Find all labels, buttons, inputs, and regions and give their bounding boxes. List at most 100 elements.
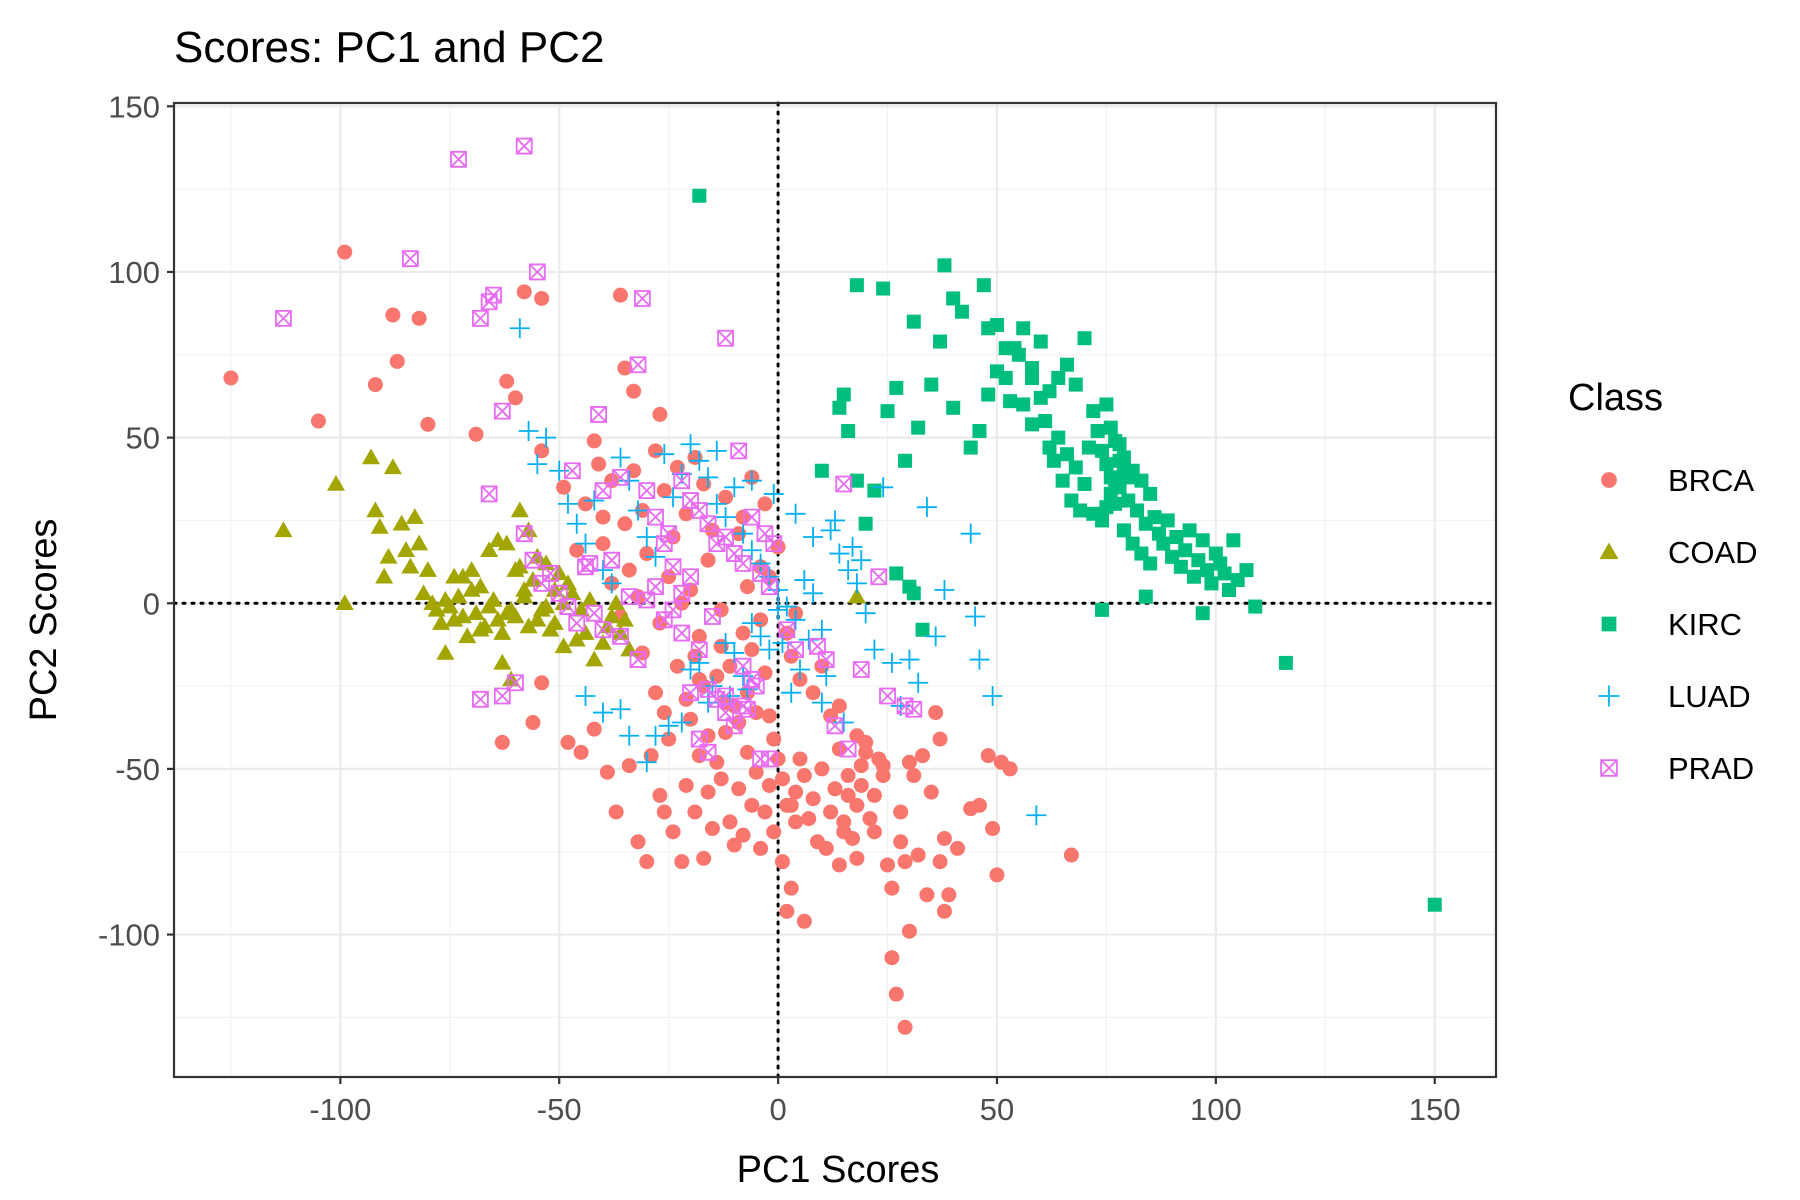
data-point-luad [601,573,622,594]
data-point-brca [499,373,515,389]
data-point-coad [545,614,564,630]
data-point-brca [678,506,694,522]
data-point-kirc [972,423,987,438]
data-point-brca [941,887,957,903]
data-point-brca [880,857,896,873]
plot-border [172,101,1498,1079]
data-point-kirc [954,304,969,319]
data-point-brca [853,777,869,793]
data-point-brca [923,784,939,800]
data-point-kirc [906,314,921,329]
data-point-kirc [1103,486,1118,501]
data-point-kirc [906,586,921,601]
data-point-brca [652,406,668,422]
data-point-prad [743,508,761,526]
data-point-kirc [1248,599,1263,614]
data-point-luad [715,633,736,654]
data-point-brca [980,748,996,764]
data-point-kirc [1086,506,1101,521]
data-point-brca [735,827,751,843]
data-point-prad [879,687,896,705]
data-point-kirc [1068,460,1083,475]
data-point-kirc [1156,536,1171,551]
data-point-brca [639,854,655,870]
data-point-brca [858,734,874,750]
data-point-brca [569,542,585,558]
data-point-prad [472,690,489,708]
data-point-kirc [924,377,939,392]
data-point-prad [633,290,651,307]
data-point-kirc [867,483,882,498]
data-point-brca [731,781,747,797]
data-point-brca [915,748,931,764]
data-point-brca [337,244,353,260]
data-point-luad [916,497,937,518]
data-point-kirc [1033,390,1048,405]
data-point-prad [629,651,647,668]
data-point-coad [580,590,599,607]
data-point-kirc [981,387,996,402]
data-point-kirc [1055,473,1070,488]
data-point-prad [507,674,524,692]
data-point-prad [401,250,419,268]
data-point-brca [897,854,913,870]
data-point-kirc [1090,423,1105,438]
data-point-prad [568,614,586,632]
data-point-brca [613,287,629,303]
data-point-coad [480,541,499,557]
legend-key-coad [1599,542,1619,560]
data-point-brca [700,552,716,568]
data-point-luad [584,490,605,511]
data-point-kirc [1116,463,1131,478]
data-point-coad [274,521,293,538]
data-point-luad [628,500,649,521]
data-point-luad [592,702,613,723]
data-point-brca [779,797,795,813]
data-point-prad [756,525,774,543]
data-point-kirc [1112,437,1127,452]
data-point-brca [818,840,834,856]
x-tick-label: 0 [769,1092,786,1127]
data-point-prad [620,588,638,606]
data-point-prad [760,750,778,768]
data-point-luad [763,483,784,504]
data-point-brca [985,821,1001,837]
data-point-coad [567,630,586,647]
data-point-luad [671,712,692,733]
data-point-brca [748,764,764,780]
legend-label-coad: COAD [1668,535,1758,570]
data-point-brca [674,595,690,611]
legend-label-luad: LUAD [1668,679,1751,714]
data-point-brca [385,307,401,323]
data-point-luad [619,725,640,746]
data-point-coad [410,534,429,551]
data-point-brca [630,834,646,850]
data-point-luad [960,523,981,544]
data-point-brca [884,950,900,966]
data-point-kirc [1003,394,1018,409]
data-point-luad [768,599,789,620]
data-point-brca [783,880,799,896]
data-point-brca [367,377,383,393]
data-point-luad [969,649,990,670]
data-point-brca [507,390,523,406]
data-point-kirc [841,423,856,438]
data-point-brca [744,797,760,813]
data-point-luad [781,682,802,703]
data-point-prad [559,598,577,615]
data-point-brca [774,771,790,787]
data-point-prad [870,568,888,586]
data-point-prad [852,661,870,678]
data-point-prad [655,535,673,553]
data-point-luad [803,526,824,547]
data-point-brca [648,443,664,459]
data-point-prad [612,468,629,486]
data-point-luad [816,666,837,687]
y-axis-title: PC2 Scores [23,519,65,722]
data-point-brca [744,642,760,658]
data-point-luad [794,570,815,591]
data-point-luad [881,652,902,673]
data-point-luad [811,692,832,713]
data-point-coad [405,508,424,524]
data-point-luad [715,507,736,528]
